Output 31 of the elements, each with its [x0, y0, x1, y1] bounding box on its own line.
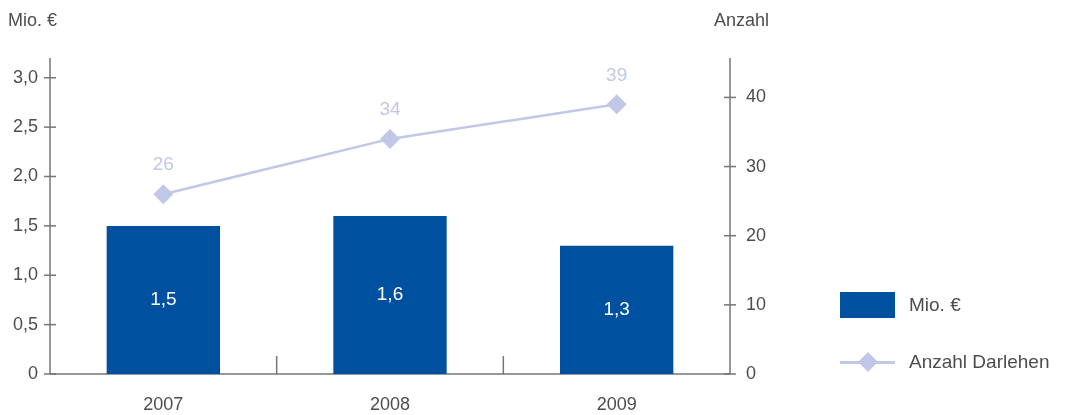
- y-tick-label: 1,0: [12, 264, 38, 285]
- y-tick-label: 1,5: [12, 214, 38, 235]
- y-tick-label: 2,0: [12, 165, 38, 186]
- x-tick-label: 2008: [369, 393, 411, 414]
- bar: [106, 225, 220, 374]
- point: [380, 128, 400, 149]
- legend-label: Mio. €: [909, 294, 961, 316]
- point: [153, 184, 174, 205]
- data-label: 39: [606, 63, 628, 85]
- y2-tick-label: 10: [746, 293, 767, 314]
- bar: [333, 216, 447, 374]
- data-label: 26: [152, 153, 174, 175]
- y2-tick-label: 40: [746, 86, 767, 107]
- data-label: 1,6: [376, 283, 404, 305]
- y-axis-title: Mio. €: [8, 9, 58, 30]
- y-tick-label: 0,5: [12, 313, 38, 334]
- y2-tick-label: 20: [746, 224, 767, 245]
- data-label: 1,3: [603, 298, 630, 320]
- y-tick-label: 2,5: [12, 116, 38, 137]
- data-label: 1,5: [150, 288, 177, 310]
- y2-tick-label: 0: [746, 362, 757, 383]
- y-tick-label: 3,0: [12, 66, 38, 87]
- point: [606, 94, 627, 115]
- bar: [560, 245, 674, 374]
- y2-axis-title: Anzahl: [713, 9, 769, 30]
- y-tick-label: 0: [27, 362, 38, 383]
- x-tick-label: 2009: [596, 393, 637, 414]
- y2-tick-label: 30: [746, 155, 767, 176]
- data-label: 34: [379, 98, 401, 120]
- legend-label: Anzahl Darlehen: [909, 351, 1050, 373]
- x-tick-label: 2007: [143, 393, 184, 414]
